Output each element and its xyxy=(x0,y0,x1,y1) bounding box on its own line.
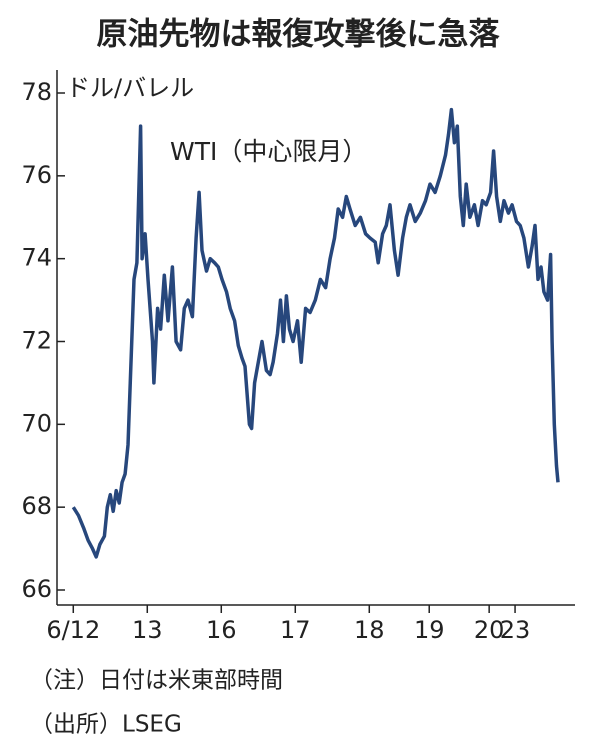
x-tick-label: 13 xyxy=(132,616,163,644)
x-tick-label: 23 xyxy=(500,616,531,644)
x-tick-label: 19 xyxy=(414,616,445,644)
note: （注）日付は米東部時間 xyxy=(30,668,283,694)
y-tick-label: 74 xyxy=(21,244,52,272)
chart-title: 原油先物は報復攻撃後に急落 xyxy=(97,17,501,53)
y-axis-label: ドル/バレル xyxy=(66,74,194,102)
x-tick-label: 18 xyxy=(354,616,385,644)
price-line xyxy=(71,107,560,559)
y-tick-label: 78 xyxy=(21,78,52,106)
y-tick-label: 68 xyxy=(21,492,52,520)
x-tick-label: 6/12 xyxy=(46,616,100,644)
annotation: WTI（中心限月） xyxy=(170,137,367,166)
y-tick-label: 66 xyxy=(21,575,52,603)
y-tick-label: 72 xyxy=(21,327,52,355)
x-tick-label: 16 xyxy=(206,616,237,644)
source: （出所）LSEG xyxy=(30,712,182,738)
x-tick-label: 20 xyxy=(474,616,505,644)
x-tick-label: 17 xyxy=(280,616,311,644)
y-tick-label: 70 xyxy=(21,409,52,437)
y-tick-label: 76 xyxy=(21,161,52,189)
